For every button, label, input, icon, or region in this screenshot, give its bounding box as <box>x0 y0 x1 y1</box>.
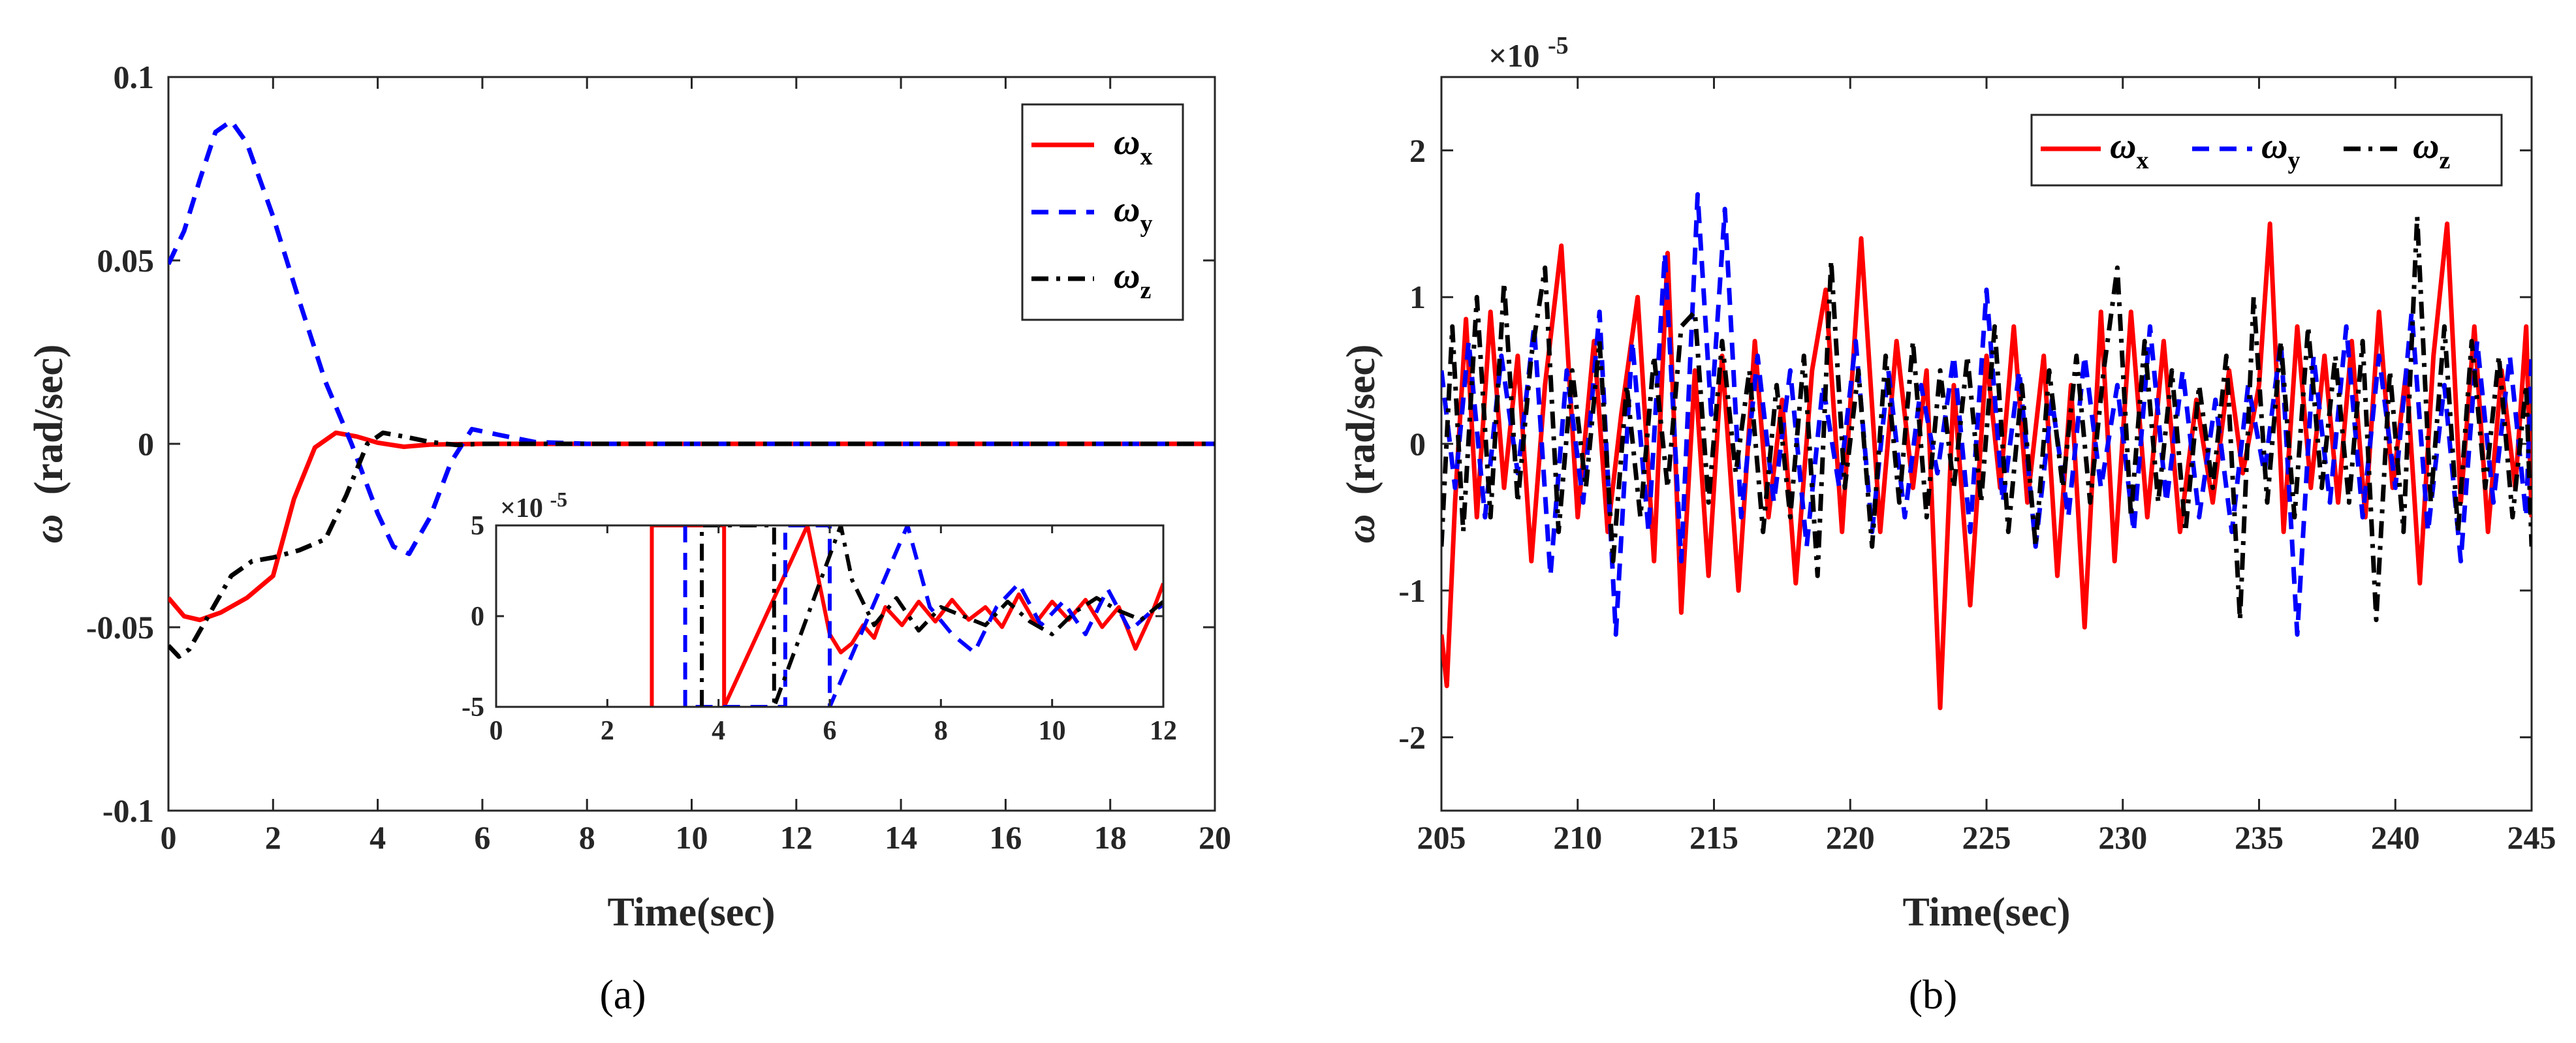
panel-a-ytick-label: 0.1 <box>114 59 155 95</box>
panel-b-legend-box <box>2030 114 2503 187</box>
panel-a-ytick-label: -0.05 <box>86 609 154 646</box>
panel-b-legend-symbol: ω <box>2110 126 2137 166</box>
panel-a-xtick-label: 8 <box>579 819 595 856</box>
panel-b-xtick-label: 235 <box>2235 819 2284 856</box>
panel-a-ylabel: ω (rad/sec) <box>27 344 71 543</box>
panel-a-legend-subscript: z <box>1140 277 1152 304</box>
panel-b-xtick-label: 230 <box>2098 819 2147 856</box>
panel-a-legend-symbol: ω <box>1114 189 1140 230</box>
inset-ytick-label: 5 <box>471 511 484 541</box>
panel-a-inset: 0 2 4 6 8 10 12-505 ×10 -5 <box>462 488 1177 746</box>
inset-xtick-label: 0 <box>490 716 503 746</box>
panel-b-xtick-label: 245 <box>2507 819 2556 856</box>
panel-b-legend-label-x: ωx <box>2110 126 2149 174</box>
panel-b-ylabel-symbol: ω <box>1339 514 1383 544</box>
panel-b-xtick-label: 225 <box>1962 819 2011 856</box>
panel-b-legend-subscript: y <box>2288 147 2301 174</box>
panel-b-legend: ωx ωy ωz <box>2030 114 2503 187</box>
panel-a-legend-label-x: ωx <box>1114 122 1153 170</box>
panel-b-series-y <box>1441 192 2532 637</box>
inset-xtick-label: 12 <box>1150 716 1177 746</box>
panel-b: 205 210 215 220 225 230 235 240 245 -2 -1 0 1 2 ×10 -… <box>1339 32 2556 1018</box>
inset-ytick-label: -5 <box>462 693 484 723</box>
panel-b-xtick-label: 215 <box>1689 819 1738 856</box>
panel-a-ytick-label: 0 <box>138 426 154 462</box>
panel-a-series-y <box>168 118 1215 557</box>
inset-series <box>650 525 1163 707</box>
panel-a-legend-symbol: ω <box>1114 256 1140 296</box>
panel-b-legend-items: ωx ωy ωz <box>2041 126 2451 174</box>
panel-b-xtick-label: 210 <box>1553 819 1602 856</box>
panel-a-xtick-label: 20 <box>1199 819 1231 856</box>
panel-b-ylabel: ω (rad/sec) <box>1339 344 1383 543</box>
inset-tick-labels: 0 2 4 6 8 10 12-505 <box>462 511 1177 746</box>
panel-b-xlabel: Time(sec) <box>1902 890 2070 935</box>
panel-a-ytick-label: 0.05 <box>97 242 155 279</box>
panel-a-series <box>168 118 1215 659</box>
panel-a-xtick-label: 16 <box>989 819 1022 856</box>
panel-b-multiplier-base: ×10 <box>1488 37 1540 74</box>
panel-a-legend-label-y: ωy <box>1114 189 1153 238</box>
inset-xtick-label: 4 <box>712 716 725 746</box>
panel-b-series <box>1441 192 2532 711</box>
panel-a-xtick-label: 12 <box>780 819 813 856</box>
panel-a-ylabel-symbol: ω <box>27 514 71 544</box>
inset-multiplier: ×10 -5 <box>500 488 567 523</box>
panel-b-legend-symbol: ω <box>2261 126 2288 166</box>
panel-b-multiplier-exponent: -5 <box>1548 32 1569 59</box>
panel-a-legend-symbol: ω <box>1114 122 1140 163</box>
panel-a-xlabel: Time(sec) <box>607 890 775 935</box>
inset-series-2 <box>700 525 1163 707</box>
panel-a-xtick-label: 6 <box>474 819 490 856</box>
panel-b-legend-subscript: x <box>2137 147 2149 174</box>
inset-xtick-label: 2 <box>601 716 614 746</box>
panel-a-xtick-label: 14 <box>885 819 917 856</box>
panel-a-legend-box <box>1021 103 1184 321</box>
panel-a-xtick-label: 18 <box>1094 819 1127 856</box>
panel-a-legend-label-z: ωz <box>1114 256 1152 304</box>
panel-a-series-z <box>168 430 1215 659</box>
inset-multiplier-exponent: -5 <box>550 488 567 511</box>
panel-b-ytick-label: -2 <box>1398 719 1426 756</box>
panel-a-series-x <box>168 430 1215 623</box>
panel-a-legend-subscript: x <box>1140 143 1153 170</box>
panel-b-legend-symbol: ω <box>2413 126 2440 166</box>
panel-b-tick-labels: 205 210 215 220 225 230 235 240 245 -2 -1 0 1 2 <box>1398 132 2556 856</box>
panel-a-legend-subscript: y <box>1140 210 1153 238</box>
panel-b-xtick-label: 240 <box>2371 819 2420 856</box>
inset-xtick-label: 10 <box>1039 716 1066 746</box>
panel-a-xtick-label: 0 <box>161 819 177 856</box>
panel-b-multiplier: ×10 -5 <box>1488 32 1569 74</box>
inset-series-0 <box>650 525 1163 707</box>
panel-b-xtick-label: 205 <box>1417 819 1466 856</box>
inset-xtick-label: 6 <box>823 716 837 746</box>
panel-b-legend-label-y: ωy <box>2261 126 2301 174</box>
panel-b-ytick-label: -1 <box>1398 572 1426 609</box>
inset-ticks <box>495 524 1165 708</box>
panel-a-ytick-label: -0.1 <box>102 792 154 829</box>
panel-b-ytick-label: 1 <box>1409 279 1426 315</box>
panel-b-caption: (b) <box>1909 971 1958 1018</box>
panel-b-ytick-label: 0 <box>1409 426 1426 462</box>
panel-a-caption: (a) <box>599 971 646 1018</box>
panel-a-ylabel-unit: (rad/sec) <box>27 344 71 495</box>
inset-ytick-label: 0 <box>471 602 484 632</box>
panel-a-xtick-label: 2 <box>265 819 281 856</box>
panel-b-xtick-label: 220 <box>1826 819 1875 856</box>
inset-xtick-label: 8 <box>934 716 948 746</box>
panel-b-series-z <box>1441 214 2532 623</box>
panel-a-xtick-label: 4 <box>369 819 386 856</box>
panel-b-legend-subscript: z <box>2440 147 2451 174</box>
panel-b-ylabel-unit: (rad/sec) <box>1339 344 1383 495</box>
panel-a-xtick-label: 10 <box>676 819 708 856</box>
inset-multiplier-base: ×10 <box>500 493 543 523</box>
panel-b-ytick-label: 2 <box>1409 132 1426 168</box>
panel-b-legend-label-z: ωz <box>2413 126 2451 174</box>
